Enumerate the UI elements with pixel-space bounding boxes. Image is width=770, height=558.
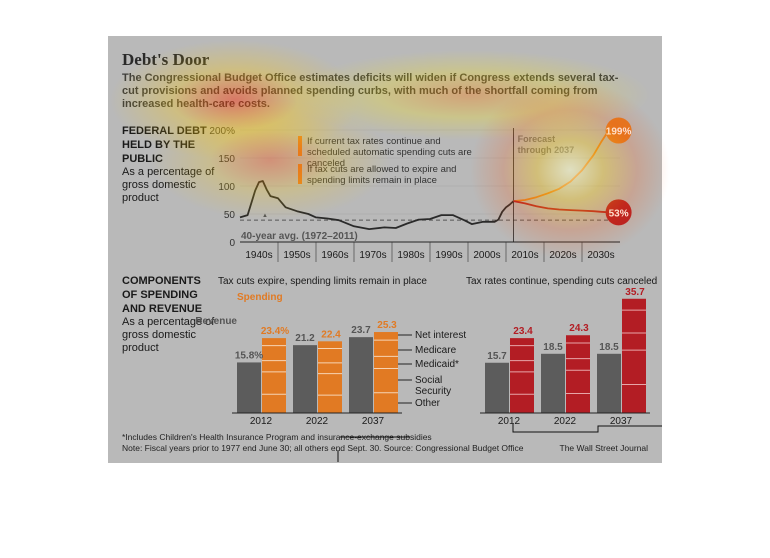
bar-category-label: 2022 bbox=[306, 416, 329, 427]
revenue-bar bbox=[541, 353, 565, 413]
y-tick-label: 100 bbox=[218, 182, 235, 193]
revenue-annotation: Revenue bbox=[195, 316, 237, 327]
series-line bbox=[513, 200, 609, 214]
spending-value-label: 24.3 bbox=[569, 323, 589, 334]
component-label: Social bbox=[415, 375, 442, 386]
debt-section-heading: FEDERAL DEBT HELD BY THE PUBLIC bbox=[122, 125, 207, 165]
x-tick-label: 1970s bbox=[359, 250, 386, 261]
chart-title: Debt's Door bbox=[122, 50, 210, 69]
spending-bar bbox=[510, 338, 534, 413]
legend-entry: If current tax rates continue and bbox=[307, 136, 441, 147]
revenue-bar bbox=[349, 337, 373, 413]
average-line-label: 40-year avg. (1972–2011) bbox=[241, 231, 358, 242]
revenue-bar bbox=[597, 353, 621, 413]
components-section-heading: COMPONENTS OF SPENDING AND REVENUE bbox=[122, 275, 203, 315]
y-tick-label: 200% bbox=[209, 126, 235, 137]
revenue-value-label: 21.2 bbox=[295, 333, 315, 344]
revenue-value-label: 15.8% bbox=[235, 350, 263, 361]
end-value-label: 199% bbox=[606, 127, 632, 138]
revenue-value-label: 18.5 bbox=[599, 342, 619, 353]
trace-line bbox=[512, 424, 662, 433]
spending-value-label: 23.4% bbox=[261, 326, 289, 337]
average-marker: ▲ bbox=[262, 213, 268, 219]
spending-value-label: 23.4 bbox=[513, 326, 533, 337]
legend-entry: If tax cuts are allowed to expire and bbox=[307, 164, 456, 175]
revenue-bar bbox=[293, 345, 317, 413]
x-tick-label: 1940s bbox=[245, 250, 272, 261]
debt-section-subheading: As a percentage of gross domestic produc… bbox=[122, 166, 215, 204]
end-value-label: 53% bbox=[609, 208, 629, 219]
x-tick-label: 1950s bbox=[283, 250, 310, 261]
bar-category-label: 2037 bbox=[610, 416, 633, 427]
source-note: Note: Fiscal years prior to 1977 end Jun… bbox=[122, 443, 524, 453]
forecast-label: Forecast bbox=[518, 134, 556, 144]
components-section-subheading: As a percentage of gross domestic produc… bbox=[122, 316, 215, 354]
bar-category-label: 2037 bbox=[362, 416, 385, 427]
x-tick-label: 2000s bbox=[473, 250, 500, 261]
legend-entry: scheduled automatic spending cuts are bbox=[307, 147, 472, 158]
spending-value-label: 22.4 bbox=[321, 329, 341, 340]
component-label: Medicare bbox=[415, 345, 457, 356]
y-tick-label: 0 bbox=[229, 238, 235, 249]
x-tick-label: 2030s bbox=[587, 250, 614, 261]
x-tick-label: 2020s bbox=[549, 250, 576, 261]
component-label: Medicaid* bbox=[415, 359, 459, 370]
legend-entry: canceled bbox=[307, 158, 345, 169]
x-tick-label: 2010s bbox=[511, 250, 538, 261]
revenue-value-label: 18.5 bbox=[543, 342, 563, 353]
revenue-value-label: 15.7 bbox=[487, 351, 507, 362]
revenue-bar bbox=[485, 362, 509, 413]
revenue-value-label: 23.7 bbox=[351, 325, 371, 336]
x-tick-label: 1960s bbox=[321, 250, 348, 261]
legend-swatch bbox=[298, 164, 302, 184]
legend-entry: spending limits remain in place bbox=[307, 175, 437, 186]
y-tick-label: 150 bbox=[218, 154, 235, 165]
component-label: Other bbox=[415, 398, 441, 409]
legend-swatch bbox=[298, 136, 302, 156]
spending-value-label: 25.3 bbox=[377, 320, 397, 331]
x-tick-label: 1980s bbox=[397, 250, 424, 261]
publisher-credit: The Wall Street Journal bbox=[559, 443, 649, 453]
bar-category-label: 2022 bbox=[554, 416, 577, 427]
component-label: Security bbox=[415, 386, 451, 397]
spending-bar bbox=[318, 341, 342, 413]
y-tick-label: 50 bbox=[224, 210, 236, 221]
x-tick-label: 1990s bbox=[435, 250, 462, 261]
spending-bar bbox=[374, 332, 398, 413]
forecast-label-2: through 2037 bbox=[518, 145, 575, 155]
spending-bar bbox=[566, 335, 590, 413]
spending-bar bbox=[622, 298, 646, 413]
spending-value-label: 35.7 bbox=[625, 287, 645, 298]
component-label: Net interest bbox=[415, 330, 466, 341]
footnote: *Includes Children's Health Insurance Pr… bbox=[122, 432, 432, 442]
spending-bar bbox=[262, 338, 286, 413]
trace-line bbox=[337, 436, 410, 462]
revenue-bar bbox=[237, 362, 261, 413]
bar-category-label: 2012 bbox=[250, 416, 273, 427]
spending-annotation: Spending bbox=[237, 292, 283, 303]
bar-chart-title: Tax rates continue, spending cuts cancel… bbox=[466, 276, 657, 287]
series-line bbox=[239, 180, 515, 230]
bar-category-label: 2012 bbox=[498, 416, 521, 427]
bar-chart-title: Tax cuts expire, spending limits remain … bbox=[218, 276, 427, 287]
